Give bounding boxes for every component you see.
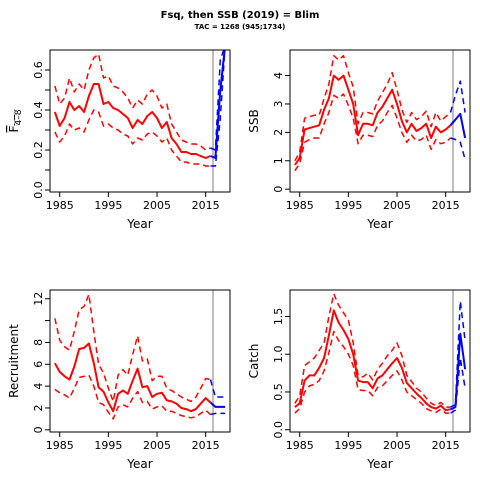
plot-frame: [289, 289, 471, 433]
y-tick-label: 0.4: [32, 101, 45, 119]
x-tick-label: 2005: [383, 199, 411, 212]
plot-frame: [289, 49, 471, 193]
series-line-lower: [294, 330, 451, 414]
y-axis-label: Recruitment: [7, 324, 21, 398]
series-line-estimate: [294, 74, 452, 166]
series-line-projection-lower: [210, 50, 226, 167]
y-tick-label: 6: [32, 361, 45, 368]
series-line-upper: [54, 53, 211, 151]
panel-bottom-right: 1985 1995 2005 2015 0.0 0.5 1.0 1.5 Year Catch: [247, 289, 471, 471]
x-tick-label: 1995: [94, 199, 122, 212]
series-line-upper: [294, 293, 451, 408]
series-line-projection-upper: [450, 300, 466, 408]
x-axis-label: Year: [366, 217, 392, 231]
x-axis-label: Year: [126, 217, 152, 231]
x-tick-label: 1985: [286, 199, 314, 212]
panel-bottom-left: 1985 1995 2005 2015 0 2 4 6 8 12 Year Recruitment: [7, 289, 231, 471]
figure-subtitle: TAC = 1268 (945;1734): [194, 23, 286, 31]
y-tick-label: 1: [272, 157, 285, 164]
figure-title: Fsq, then SSB (2019) = Blim: [160, 10, 320, 21]
series-line-projection-lower: [450, 137, 466, 160]
plot-frame: [49, 289, 231, 433]
series-line-upper: [54, 293, 211, 403]
x-tick-label: 2005: [383, 439, 411, 452]
series-line-lower: [54, 374, 212, 420]
x-tick-label: 2015: [432, 439, 460, 452]
y-tick-label: 1.5: [272, 308, 285, 326]
x-tick-label: 2015: [192, 199, 220, 212]
x-tick-label: 1995: [334, 199, 362, 212]
x-tick-label: 2015: [192, 439, 220, 452]
x-tick-label: 2005: [143, 199, 171, 212]
y-tick-label: 0.6: [32, 61, 45, 79]
plot-frame: [49, 49, 231, 193]
series-line-projection-lower: [450, 357, 466, 414]
y-tick-label: 0.0: [272, 421, 285, 439]
series-line-projection: [450, 332, 467, 411]
y-tick-label: 0: [32, 426, 45, 433]
y-tick-label: 0: [272, 186, 285, 193]
y-tick-label: 0.2: [32, 141, 45, 159]
x-axis-label: Year: [126, 457, 152, 471]
series-line-projection-lower: [210, 412, 226, 416]
y-tick-label: 8: [32, 339, 45, 346]
series-line-estimate: [53, 83, 211, 159]
series-line-upper: [294, 54, 451, 162]
y-tick-label: 1.0: [272, 345, 285, 363]
y-tick-label: 0.5: [272, 383, 285, 401]
y-tick-label: 4: [32, 383, 45, 390]
series-line-projection-upper: [209, 379, 226, 398]
series-line-projection: [210, 50, 226, 159]
x-tick-label: 1995: [94, 439, 122, 452]
y-axis-label: Catch: [247, 344, 261, 379]
y-tick-label: 12: [32, 292, 45, 306]
series-line-projection: [209, 401, 226, 408]
x-axis-label: Year: [366, 457, 392, 471]
y-tick-label: 0.0: [32, 181, 45, 199]
y-tick-label: 2: [272, 129, 285, 136]
series-line-estimate: [294, 309, 451, 412]
y-tick-label: 3: [272, 100, 285, 107]
y-axis-label: F4–8: [7, 109, 24, 132]
y-axis-label: SSB: [247, 109, 261, 132]
y-tick-label: 4: [272, 72, 285, 79]
x-tick-label: 2005: [143, 439, 171, 452]
series-line-lower: [294, 93, 452, 172]
series-line-estimate: [54, 342, 212, 413]
x-tick-label: 1985: [46, 199, 74, 212]
x-tick-label: 1985: [46, 439, 74, 452]
series-line-projection: [449, 112, 467, 139]
y-tick-label: 2: [32, 404, 45, 411]
x-tick-label: 1995: [334, 439, 362, 452]
y-axis-label-subscript: 4–8: [14, 109, 24, 125]
series-line-projection-upper: [210, 50, 225, 151]
panel-top-right: 1985 1995 2005 2015 0 1 2 3 4 Year SSB: [247, 49, 471, 231]
series-line-lower: [54, 109, 211, 167]
x-tick-label: 2015: [432, 199, 460, 212]
panel-top-left: 1985 1995 2005 2015 0.0 0.2 0.4 0.6 Year F4–8: [7, 49, 231, 231]
x-tick-label: 1985: [286, 439, 314, 452]
series-line-projection-upper: [449, 80, 466, 113]
